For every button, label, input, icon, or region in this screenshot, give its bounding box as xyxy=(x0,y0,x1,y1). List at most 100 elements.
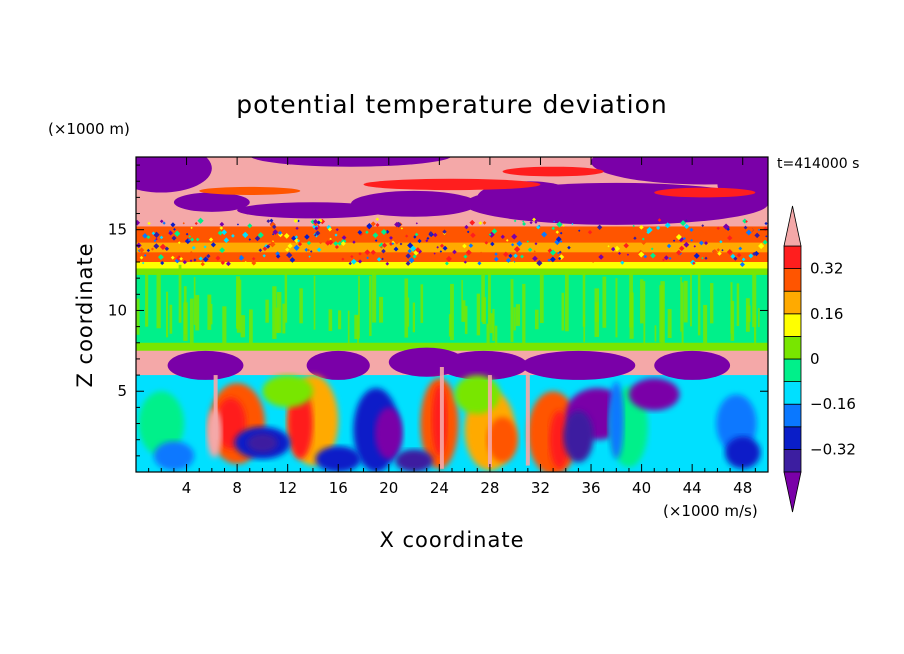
x-unit-label: (×1000 m/s) xyxy=(663,502,758,520)
streak xyxy=(189,298,194,345)
speckle xyxy=(357,229,363,235)
speckle xyxy=(219,226,224,230)
colorbar-bin xyxy=(783,313,802,337)
speckle xyxy=(153,243,160,250)
speckle xyxy=(399,242,403,246)
speckle xyxy=(197,217,204,224)
speckle xyxy=(334,244,339,250)
speckle xyxy=(341,257,345,261)
speckle xyxy=(147,221,151,226)
y-tick-label: 15 xyxy=(108,221,127,239)
speckle xyxy=(157,230,162,235)
colorbar-bin xyxy=(783,381,802,405)
streak xyxy=(629,273,633,328)
convection-cell xyxy=(262,375,313,408)
top-purple-blob xyxy=(250,157,451,167)
colorbar-bin xyxy=(783,403,802,428)
speckle xyxy=(672,239,676,242)
streak xyxy=(582,274,586,327)
speckle xyxy=(743,225,748,230)
speckle xyxy=(727,235,733,241)
low-purple-bump xyxy=(521,350,636,380)
speckle xyxy=(352,240,356,244)
low-purple-bump xyxy=(654,350,731,380)
speckle xyxy=(203,245,207,249)
speckle xyxy=(272,229,279,235)
speckle xyxy=(549,256,556,263)
speckle xyxy=(656,225,661,230)
x-tick-label: 4 xyxy=(182,479,192,497)
streak xyxy=(680,277,682,332)
streak xyxy=(462,300,466,322)
speckle xyxy=(227,227,232,232)
speckle xyxy=(623,242,629,249)
speckle xyxy=(189,250,193,255)
speckle xyxy=(733,256,738,261)
speckle xyxy=(690,238,694,242)
streak xyxy=(487,268,491,325)
speckle xyxy=(174,230,181,237)
speckle xyxy=(187,238,191,242)
speckle xyxy=(262,246,268,252)
speckle xyxy=(304,234,310,240)
speckle xyxy=(511,261,516,266)
x-tick-label: 28 xyxy=(480,479,499,497)
speckle xyxy=(198,256,203,261)
speckle xyxy=(350,255,354,259)
speckle xyxy=(394,221,400,228)
speckle xyxy=(385,229,390,234)
speckle xyxy=(405,260,411,266)
speckle xyxy=(757,228,761,232)
speckle xyxy=(220,260,226,265)
speckle xyxy=(159,243,167,251)
streak xyxy=(690,273,692,327)
chart-title: potential temperature deviation xyxy=(236,90,667,119)
speckle xyxy=(668,257,672,260)
speckle xyxy=(190,237,195,242)
speckle xyxy=(482,220,487,225)
speckle xyxy=(650,247,654,251)
speckle xyxy=(164,246,170,252)
x-tick-label: 32 xyxy=(531,479,550,497)
low-purple-bump xyxy=(167,350,244,380)
convection-cell xyxy=(138,391,185,456)
x-tick-label: 12 xyxy=(278,479,297,497)
speckle xyxy=(193,258,197,262)
speckle xyxy=(206,253,211,259)
convection-cell xyxy=(395,449,434,472)
speckle xyxy=(683,241,690,248)
speckle xyxy=(662,258,665,262)
streak xyxy=(338,310,342,330)
speckle xyxy=(609,251,616,258)
speckle xyxy=(762,239,768,245)
speckle xyxy=(143,254,147,257)
streak xyxy=(156,273,161,329)
top-red-streak xyxy=(363,178,541,191)
speckle xyxy=(534,220,538,224)
tendril xyxy=(525,375,530,466)
top-purple-blob xyxy=(136,157,212,193)
streak xyxy=(169,304,173,334)
speckle xyxy=(610,246,616,252)
x-tick-label: 8 xyxy=(232,479,242,497)
streak xyxy=(494,325,498,346)
streak xyxy=(561,292,565,331)
tendril xyxy=(439,367,444,469)
streak xyxy=(347,310,350,346)
y-axis: 5 10 15 xyxy=(108,164,768,457)
speckle xyxy=(238,254,245,261)
speckle xyxy=(417,238,422,244)
speckle xyxy=(236,256,240,260)
speckle xyxy=(500,234,505,240)
speckle xyxy=(699,240,704,246)
streak xyxy=(240,315,246,338)
speckle xyxy=(242,260,249,267)
speckle xyxy=(275,254,281,259)
speckle xyxy=(463,260,467,264)
colorbar-bin xyxy=(783,426,802,450)
streak xyxy=(328,309,333,331)
time-label: t=414000 s xyxy=(777,156,859,172)
speckle xyxy=(529,221,533,225)
colorbar-bin xyxy=(783,268,802,292)
